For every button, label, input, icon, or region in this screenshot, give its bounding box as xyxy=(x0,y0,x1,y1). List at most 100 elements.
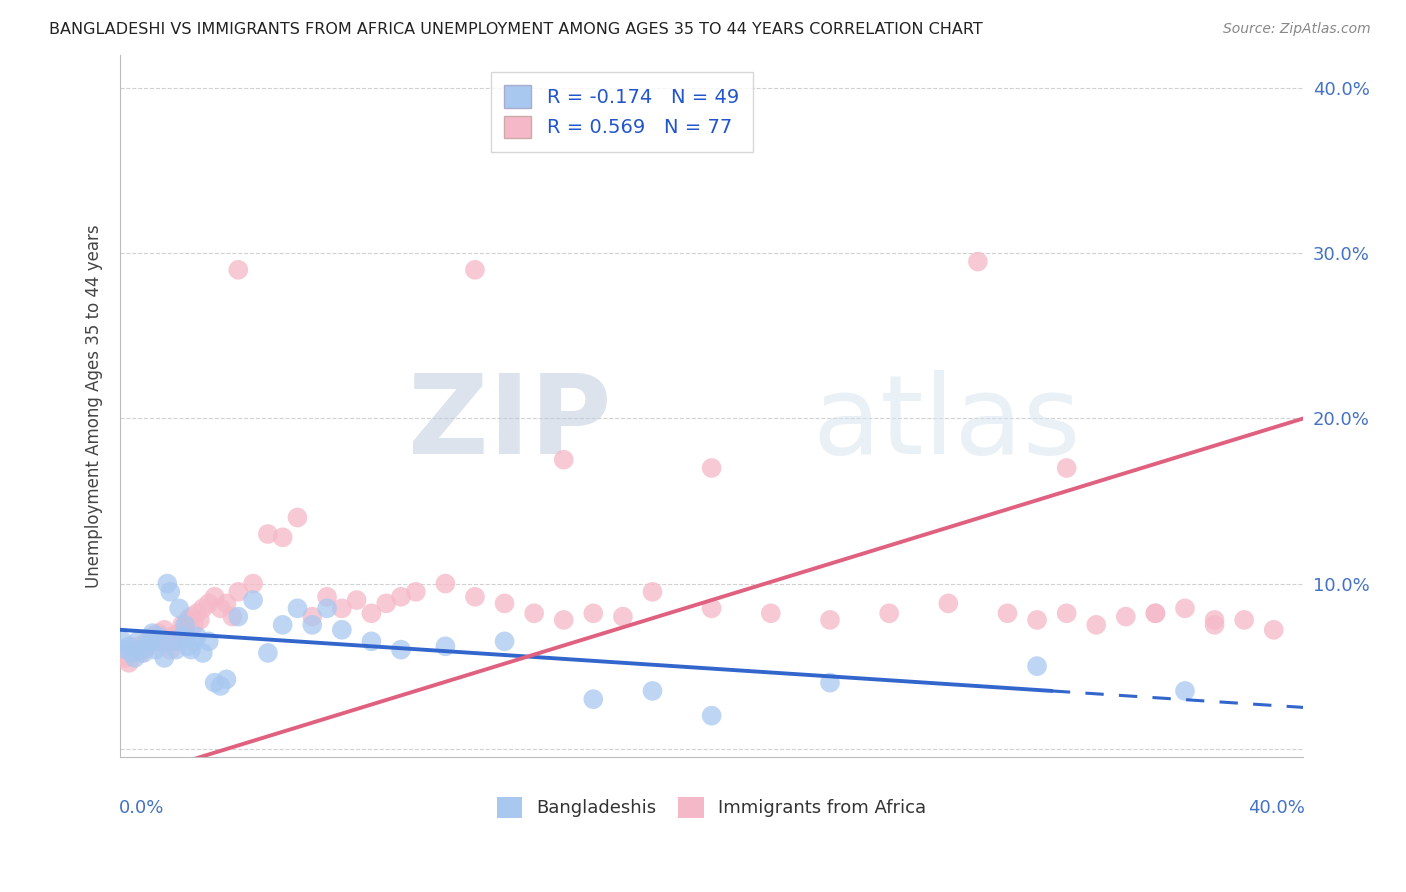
Text: BANGLADESHI VS IMMIGRANTS FROM AFRICA UNEMPLOYMENT AMONG AGES 35 TO 44 YEARS COR: BANGLADESHI VS IMMIGRANTS FROM AFRICA UN… xyxy=(49,22,983,37)
Point xyxy=(759,607,782,621)
Point xyxy=(389,590,412,604)
Point xyxy=(111,634,134,648)
Point xyxy=(124,651,146,665)
Point xyxy=(174,623,197,637)
Point xyxy=(582,607,605,621)
Point xyxy=(271,618,294,632)
Point xyxy=(165,642,187,657)
Point xyxy=(183,618,205,632)
Point xyxy=(700,461,723,475)
Point xyxy=(180,609,202,624)
Point xyxy=(186,607,208,621)
Point xyxy=(153,623,176,637)
Point xyxy=(375,596,398,610)
Point xyxy=(553,452,575,467)
Point xyxy=(301,618,323,632)
Point xyxy=(1115,609,1137,624)
Point xyxy=(204,590,226,604)
Point xyxy=(612,609,634,624)
Point xyxy=(464,262,486,277)
Point xyxy=(209,679,232,693)
Point xyxy=(153,651,176,665)
Point xyxy=(186,629,208,643)
Point xyxy=(172,629,194,643)
Point xyxy=(135,634,157,648)
Text: 40.0%: 40.0% xyxy=(1247,799,1305,817)
Point xyxy=(118,640,141,654)
Point xyxy=(191,646,214,660)
Point xyxy=(215,596,238,610)
Point xyxy=(191,601,214,615)
Point xyxy=(221,609,243,624)
Point xyxy=(226,609,249,624)
Point xyxy=(167,626,190,640)
Point xyxy=(641,684,664,698)
Point xyxy=(127,640,149,654)
Point xyxy=(936,596,959,610)
Point xyxy=(150,634,173,648)
Point xyxy=(818,675,841,690)
Point xyxy=(1174,684,1197,698)
Point xyxy=(641,584,664,599)
Point xyxy=(1204,618,1226,632)
Text: atlas: atlas xyxy=(813,370,1081,477)
Point xyxy=(121,646,143,660)
Point xyxy=(162,634,184,648)
Point xyxy=(121,646,143,660)
Point xyxy=(135,640,157,654)
Point xyxy=(494,596,516,610)
Point xyxy=(159,584,181,599)
Point xyxy=(523,607,546,621)
Point xyxy=(209,601,232,615)
Point xyxy=(271,530,294,544)
Point xyxy=(132,646,155,660)
Point xyxy=(148,626,170,640)
Point xyxy=(287,601,309,615)
Point xyxy=(167,601,190,615)
Point xyxy=(287,510,309,524)
Point xyxy=(174,618,197,632)
Point xyxy=(257,646,280,660)
Point xyxy=(1026,659,1049,673)
Point xyxy=(1233,613,1256,627)
Point xyxy=(330,601,353,615)
Point xyxy=(257,527,280,541)
Point xyxy=(177,640,200,654)
Point xyxy=(172,618,194,632)
Point xyxy=(1085,618,1108,632)
Point xyxy=(150,629,173,643)
Point xyxy=(226,262,249,277)
Point xyxy=(316,590,339,604)
Point xyxy=(494,634,516,648)
Point xyxy=(1144,607,1167,621)
Point xyxy=(434,640,457,654)
Point xyxy=(183,634,205,648)
Point xyxy=(1263,623,1285,637)
Point xyxy=(242,593,264,607)
Y-axis label: Unemployment Among Ages 35 to 44 years: Unemployment Among Ages 35 to 44 years xyxy=(86,224,103,588)
Point xyxy=(346,593,368,607)
Point xyxy=(997,607,1019,621)
Point xyxy=(141,629,163,643)
Point xyxy=(118,656,141,670)
Legend: Bangladeshis, Immigrants from Africa: Bangladeshis, Immigrants from Africa xyxy=(489,789,934,825)
Point xyxy=(156,576,179,591)
Point xyxy=(215,673,238,687)
Point xyxy=(226,584,249,599)
Point xyxy=(138,634,160,648)
Point xyxy=(132,642,155,657)
Point xyxy=(967,254,990,268)
Point xyxy=(330,623,353,637)
Point xyxy=(165,634,187,648)
Point xyxy=(1174,601,1197,615)
Point xyxy=(204,675,226,690)
Point xyxy=(115,642,138,657)
Point xyxy=(301,609,323,624)
Point xyxy=(1056,607,1078,621)
Point xyxy=(877,607,900,621)
Point xyxy=(700,601,723,615)
Text: Source: ZipAtlas.com: Source: ZipAtlas.com xyxy=(1223,22,1371,37)
Point xyxy=(553,613,575,627)
Point xyxy=(464,590,486,604)
Point xyxy=(316,601,339,615)
